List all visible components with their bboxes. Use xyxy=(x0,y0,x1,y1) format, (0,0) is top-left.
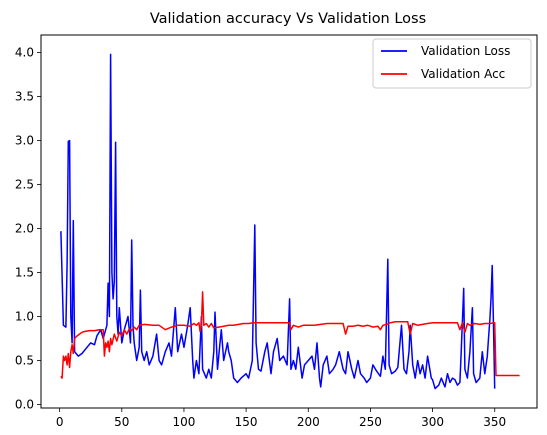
x-tick-label: 100 xyxy=(173,415,196,429)
legend-label-acc: Validation Acc xyxy=(421,67,505,81)
y-tick-label: 0.0 xyxy=(15,397,34,411)
x-tick-label: 250 xyxy=(359,415,382,429)
x-tick-label: 150 xyxy=(235,415,258,429)
legend: Validation Loss Validation Acc xyxy=(373,39,531,88)
y-tick-label: 0.5 xyxy=(15,353,34,367)
y-tick-label: 1.5 xyxy=(15,266,34,280)
x-ticks: 0 50 100 150 200 250 300 350 xyxy=(56,408,506,429)
x-tick-label: 200 xyxy=(297,415,320,429)
legend-label-loss: Validation Loss xyxy=(421,44,510,58)
plot-lines xyxy=(61,54,520,388)
y-tick-label: 3.0 xyxy=(15,134,34,148)
x-tick-label: 300 xyxy=(421,415,444,429)
series-line-validation-loss xyxy=(61,54,495,388)
x-tick-label: 350 xyxy=(483,415,506,429)
y-tick-label: 3.5 xyxy=(15,90,34,104)
y-tick-label: 2.5 xyxy=(15,178,34,192)
y-ticks: 0.0 0.5 1.0 1.5 2.0 2.5 3.0 3.5 4.0 xyxy=(15,46,41,412)
x-tick-label: 0 xyxy=(56,415,64,429)
y-tick-label: 4.0 xyxy=(15,46,34,60)
chart-title: Validation accuracy Vs Validation Loss xyxy=(150,11,426,27)
x-tick-label: 50 xyxy=(114,415,129,429)
y-tick-label: 1.0 xyxy=(15,310,34,324)
y-tick-label: 2.0 xyxy=(15,222,34,236)
